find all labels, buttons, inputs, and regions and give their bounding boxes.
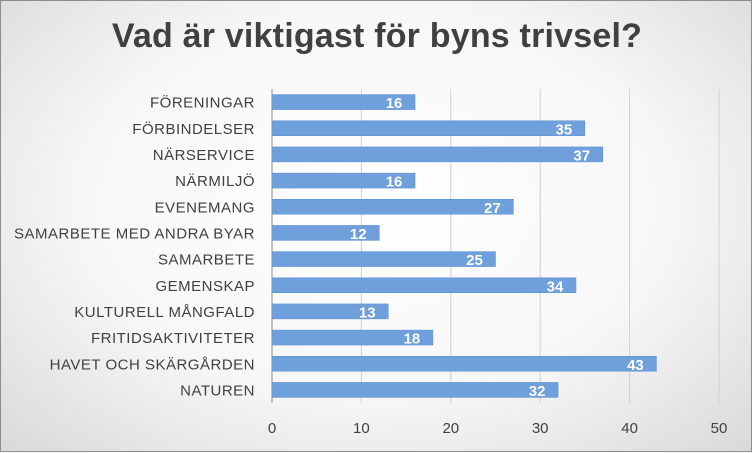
data-label: 16: [386, 95, 403, 112]
x-tick-label: 50: [711, 420, 728, 437]
category-label: NÄRMILJÖ: [175, 172, 255, 190]
category-label: FÖRBINDELSER: [132, 120, 255, 138]
data-label: 43: [627, 357, 644, 374]
data-label: 18: [404, 331, 421, 348]
x-tick-label: 20: [442, 420, 459, 437]
data-label: 37: [573, 147, 590, 164]
data-label: 34: [547, 278, 564, 295]
data-label: 13: [359, 304, 376, 321]
category-label: GEMENSKAP: [155, 278, 255, 295]
data-label: 16: [386, 174, 403, 191]
bar: [271, 303, 389, 320]
category-label: FÖRENINGAR: [150, 94, 255, 112]
x-tick-label: 0: [268, 420, 276, 437]
bar: [271, 251, 496, 267]
bar: [271, 277, 577, 293]
bar: [271, 329, 434, 346]
category-label: NATUREN: [180, 382, 255, 399]
bar: [271, 382, 559, 398]
category-label: SAMARBETE MED ANDRA BYAR: [14, 225, 255, 242]
bar: [271, 172, 416, 189]
category-label: FRITIDSAKTIVITETER: [91, 330, 255, 347]
chart-title: Vad är viktigast för byns trivsel?: [111, 17, 643, 55]
category-label: HAVET OCH SKÄRGÅRDEN: [50, 356, 255, 373]
data-label: 32: [529, 383, 546, 400]
bar: [271, 199, 514, 215]
category-label: NÄRSERVICE: [153, 147, 255, 164]
category-label: SAMARBETE: [158, 252, 255, 269]
bar: [271, 356, 657, 372]
bar: [271, 120, 586, 136]
x-tick-label: 30: [532, 420, 549, 437]
bar: [271, 146, 604, 163]
category-label: EVENEMANG: [155, 199, 255, 216]
bar: [271, 94, 416, 110]
x-tick-label: 40: [621, 420, 638, 437]
data-label: 27: [484, 200, 501, 217]
category-label: KULTURELL MÅNGFALD: [74, 304, 255, 321]
bar: [271, 225, 380, 241]
data-label: 12: [350, 226, 367, 243]
x-tick-label: 10: [353, 420, 370, 437]
data-label: 35: [556, 121, 573, 138]
data-label: 25: [466, 252, 483, 269]
